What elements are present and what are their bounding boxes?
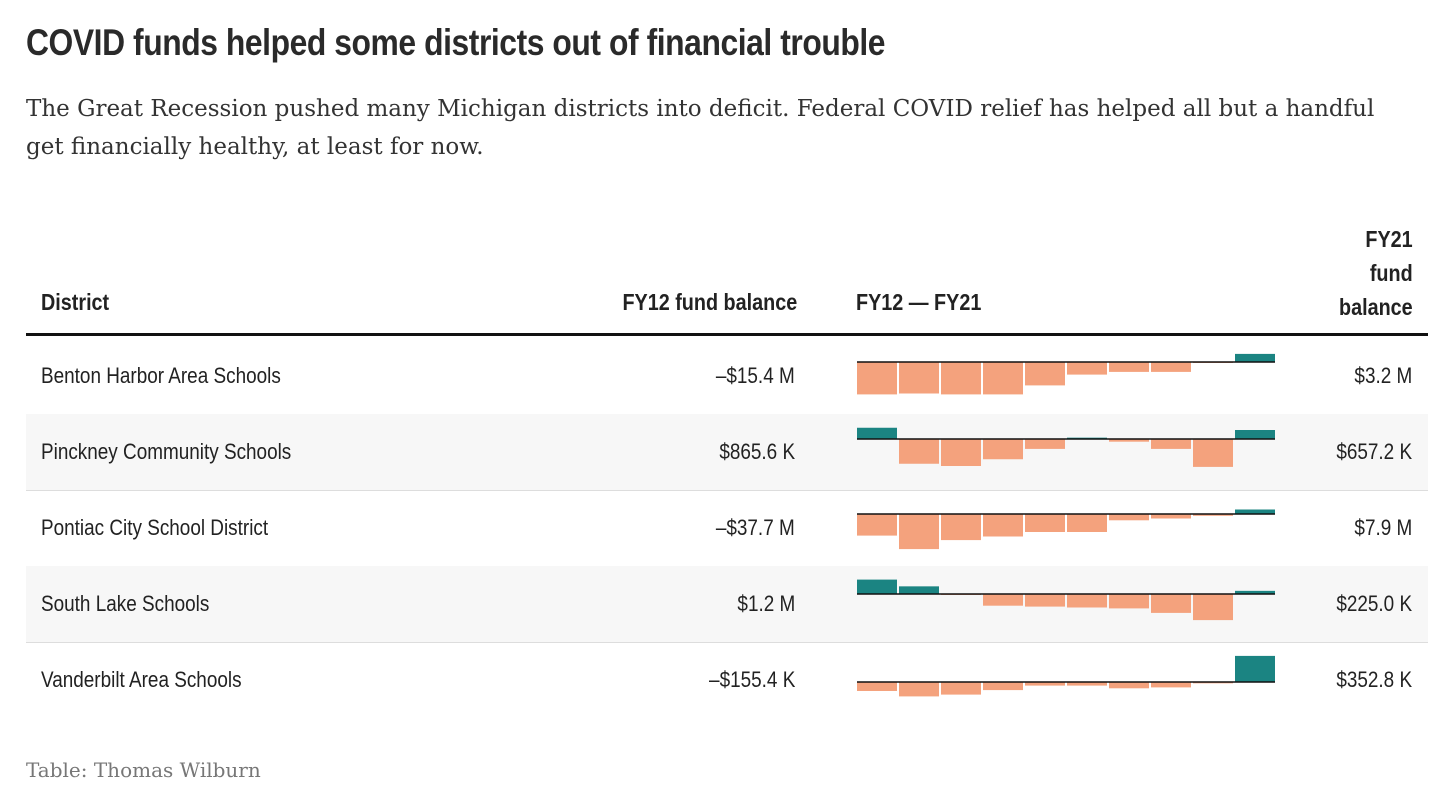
header-fy21-line: balance <box>1339 294 1413 320</box>
spark-bar-fy14 <box>941 439 981 466</box>
spark-bar-fy15 <box>983 514 1023 537</box>
header-fy21-line: fund <box>1370 260 1413 286</box>
table-row: Pontiac City School District –$37.7 M $7… <box>26 490 1428 567</box>
spark-bar-fy19 <box>1151 514 1191 519</box>
spark-bar-fy17 <box>1067 594 1107 608</box>
fy12-balance: –$15.4 M <box>716 363 795 388</box>
sparkline <box>857 655 1275 697</box>
sparkline <box>857 579 1275 621</box>
spark-bar-fy15 <box>983 362 1023 395</box>
spark-bar-fy16 <box>1025 682 1065 686</box>
district-name: Vanderbilt Area Schools <box>41 667 242 692</box>
spark-bar-fy15 <box>983 682 1023 691</box>
chart-title: COVID funds helped some districts out of… <box>26 22 886 63</box>
header-fy12-fund-balance: FY12 fund balance <box>622 289 797 315</box>
fy21-balance: $657.2 K <box>1336 439 1412 464</box>
spark-bar-fy16 <box>1025 439 1065 449</box>
fy12-balance: –$37.7 M <box>716 515 795 540</box>
spark-bar-fy16 <box>1025 514 1065 532</box>
table-row: Pinckney Community Schools $865.6 K $657… <box>26 414 1428 491</box>
fy21-balance: $352.8 K <box>1336 667 1412 692</box>
header-rule <box>26 333 1428 336</box>
fy12-balance: $865.6 K <box>719 439 795 464</box>
spark-bar-fy19 <box>1151 594 1191 613</box>
district-name: Pinckney Community Schools <box>41 439 292 464</box>
spark-bar-fy17 <box>1067 514 1107 532</box>
spark-bar-fy12 <box>857 514 897 536</box>
fy21-balance: $7.9 M <box>1354 515 1412 540</box>
spark-bar-fy17 <box>1067 362 1107 375</box>
spark-bar-fy18 <box>1109 594 1149 609</box>
spark-bar-fy17 <box>1067 682 1107 686</box>
spark-bar-fy16 <box>1025 594 1065 607</box>
fy12-balance: –$155.4 K <box>708 667 795 692</box>
spark-bar-fy19 <box>1151 682 1191 688</box>
chart-subtitle: The Great Recession pushed many Michigan… <box>26 96 1375 160</box>
spark-bar-fy18 <box>1109 514 1149 521</box>
spark-bar-fy20 <box>1193 514 1233 516</box>
spark-bar-fy18 <box>1109 439 1149 442</box>
spark-bar-fy21 <box>1235 655 1275 682</box>
spark-bar-fy21 <box>1235 430 1275 439</box>
spark-bar-fy13 <box>899 586 939 594</box>
fy12-balance: $1.2 M <box>737 591 795 616</box>
spark-bar-fy12 <box>857 682 897 691</box>
spark-bar-fy14 <box>941 514 981 541</box>
credit-line: Table: Thomas Wilburn <box>26 758 261 782</box>
table-row: Benton Harbor Area Schools –$15.4 M $3.2… <box>26 338 1428 415</box>
spark-bar-fy20 <box>1193 594 1233 621</box>
spark-bar-fy20 <box>1193 439 1233 467</box>
spark-bar-fy21 <box>1235 590 1275 594</box>
spark-bar-fy13 <box>899 439 939 464</box>
spark-bar-fy19 <box>1151 439 1191 449</box>
spark-bar-fy13 <box>899 514 939 550</box>
header-fy12-fy21: FY12 — FY21 <box>856 289 982 315</box>
spark-bar-fy15 <box>983 439 1023 460</box>
spark-bar-fy12 <box>857 427 897 439</box>
spark-bar-fy21 <box>1235 509 1275 514</box>
sparkline <box>857 509 1275 550</box>
spark-bar-fy13 <box>899 362 939 394</box>
spark-bar-fy13 <box>899 682 939 697</box>
sparkline <box>857 427 1275 467</box>
spark-bar-fy14 <box>941 362 981 395</box>
district-name: Benton Harbor Area Schools <box>41 363 281 388</box>
header-fy21-fund-balance: FY21 fund balance <box>1339 222 1413 324</box>
spark-bar-fy15 <box>983 594 1023 606</box>
sparkline <box>857 353 1275 395</box>
spark-bar-fy19 <box>1151 362 1191 372</box>
district-name: Pontiac City School District <box>41 515 269 540</box>
table-row: South Lake Schools $1.2 M $225.0 K <box>26 566 1428 643</box>
spark-bar-fy21 <box>1235 353 1275 362</box>
fy21-balance: $225.0 K <box>1336 591 1412 616</box>
spark-bar-fy16 <box>1025 362 1065 386</box>
header-fy21-line: FY21 <box>1365 226 1413 252</box>
fy21-balance: $3.2 M <box>1354 363 1412 388</box>
spark-bar-fy12 <box>857 579 897 594</box>
spark-bar-fy18 <box>1109 362 1149 372</box>
spark-bar-fy14 <box>941 682 981 695</box>
header-district: District <box>41 289 110 315</box>
spark-bar-fy12 <box>857 362 897 395</box>
table-row: Vanderbilt Area Schools –$155.4 K $352.8… <box>26 642 1428 718</box>
district-name: South Lake Schools <box>41 591 210 616</box>
spark-bar-fy18 <box>1109 682 1149 689</box>
